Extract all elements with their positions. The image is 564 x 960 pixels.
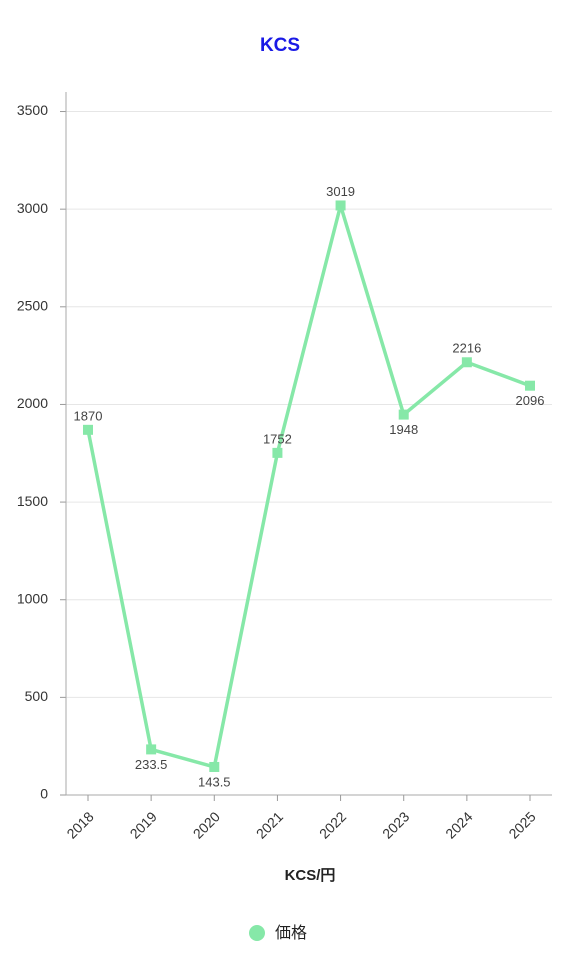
marker — [335, 200, 346, 211]
marker — [83, 424, 93, 435]
y-tick-label: 3500 — [17, 102, 48, 118]
chart-title: KCS — [260, 35, 300, 56]
legend-marker — [249, 925, 265, 941]
y-tick-label: 1500 — [17, 493, 48, 509]
marker — [146, 744, 157, 755]
x-tick-label: 2022 — [316, 808, 349, 841]
x-tick-label: 2024 — [442, 808, 475, 841]
y-tick-label: 3000 — [17, 200, 48, 216]
legend-label: 価格 — [275, 924, 307, 942]
data-label: 1870 — [74, 408, 103, 423]
y-tick-label: 1000 — [17, 590, 48, 606]
x-tick-label: 2021 — [253, 808, 286, 841]
y-tick-label: 0 — [40, 786, 48, 802]
y-tick-label: 2500 — [17, 298, 48, 314]
x-tick-label: 2020 — [190, 808, 223, 841]
y-tick-label: 2000 — [17, 395, 48, 411]
y-tick-label: 500 — [25, 688, 49, 704]
data-label: 233.5 — [135, 757, 168, 772]
x-tick-label: 2019 — [127, 808, 160, 841]
line — [86, 203, 531, 769]
data-label: 2096 — [516, 393, 545, 408]
x-axis-title: KCS/円 — [285, 867, 336, 884]
data-label: 143.5 — [198, 774, 231, 789]
data-label: 1948 — [389, 422, 418, 437]
marker — [525, 380, 535, 391]
data-label: 1752 — [263, 431, 292, 446]
x-tick-label: 2023 — [379, 808, 412, 841]
marker — [209, 761, 220, 772]
data-label: 2216 — [452, 341, 481, 356]
data-label: 3019 — [326, 184, 355, 199]
marker — [461, 357, 472, 368]
x-tick-label: 2025 — [505, 808, 538, 841]
marker — [398, 409, 409, 420]
x-tick-label: 2018 — [63, 808, 96, 841]
marker — [272, 447, 283, 458]
